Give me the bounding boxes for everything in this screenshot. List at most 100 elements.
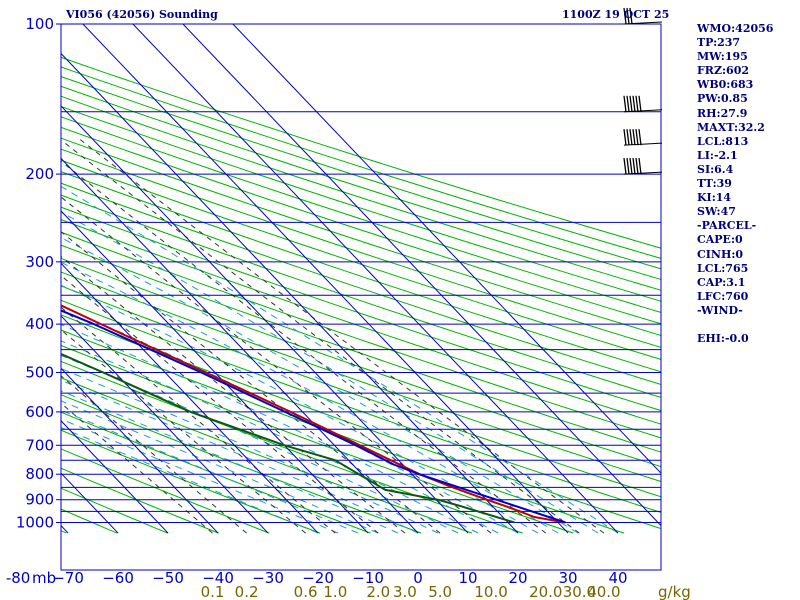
dry-adiabat: [61, 257, 661, 468]
moist-adiabat: [61, 323, 499, 534]
wind-barb-feather: [629, 95, 633, 112]
dry-adiabat: [61, 394, 422, 534]
pressure-tick-label: 900: [25, 491, 54, 509]
mixing-ratio-label: 20.0: [529, 583, 562, 600]
dewpoint-profile: [61, 352, 515, 524]
mixing-ratio-line: [61, 196, 492, 534]
index-line: PW:0.85: [697, 92, 748, 106]
pressure-tick-label: 400: [25, 315, 54, 333]
mixing-ratio-line: [61, 375, 247, 534]
wind-barb-feather: [626, 95, 630, 112]
index-line: EHI:-0.0: [697, 332, 749, 346]
wind-barb-feather: [632, 157, 636, 175]
wind-barb-feather: [638, 157, 642, 175]
index-line: SI:6.4: [697, 162, 734, 176]
temperature-tick-label: 20: [509, 569, 528, 587]
mixing-ratio-label: 10.0: [474, 583, 507, 600]
temperature-tick-label: −10: [352, 569, 384, 587]
index-line: TP:237: [697, 36, 741, 50]
dry-adiabat: [61, 244, 661, 453]
moist-adiabat: [61, 418, 339, 534]
pressure-tick-label: 200: [25, 165, 54, 183]
index-line: KI:14: [697, 191, 732, 205]
index-line: LFC:760: [697, 289, 749, 303]
temperature-tick-label: 10: [459, 569, 478, 587]
dry-adiabat: [61, 231, 661, 439]
dry-adiabat: [61, 467, 219, 534]
mixing-ratio-line: [61, 160, 547, 534]
dry-adiabat: [61, 171, 661, 373]
wind-barb-feather: [623, 129, 627, 146]
wind-barb-feather: [635, 129, 639, 146]
mixing-ratio-line: [61, 306, 336, 534]
parcel-profile: [61, 309, 566, 524]
wind-barb-feather: [629, 157, 633, 175]
wind-barb-feather: [629, 7, 633, 25]
moist-adiabat: [61, 367, 439, 534]
dry-adiabat: [61, 159, 661, 360]
wind-barb-feather: [632, 95, 636, 112]
isotherm: [61, 52, 519, 534]
mixing-ratio-label: 2.0: [366, 583, 390, 600]
mixing-ratio-line: [61, 255, 406, 534]
index-line: RH:27.9: [697, 106, 748, 120]
pressure-tick-label: 700: [25, 436, 54, 454]
mixing-ratio-label: 3.0: [393, 583, 417, 600]
isotherm: [61, 105, 469, 534]
wind-barb-feather: [626, 157, 630, 175]
wind-barb-feather: [623, 157, 627, 175]
index-line: -WIND-: [697, 303, 743, 317]
pressure-tick-label: 600: [25, 403, 54, 421]
isotherm: [61, 157, 419, 534]
wind-barb-feather: [623, 7, 627, 25]
index-line: LCL:765: [697, 261, 749, 275]
mixing-ratio-label: 0.2: [235, 583, 259, 600]
dry-adiabat: [61, 448, 270, 534]
index-line: WMO:42056: [697, 22, 774, 35]
temperature-tick-label: −20: [302, 569, 334, 587]
dry-adiabat: [61, 194, 661, 398]
dry-adiabat: [61, 126, 661, 325]
temperature-tick-label: −60: [102, 569, 134, 587]
mixing-ratio-label: 0.6: [294, 583, 318, 600]
wind-barb-staff: [623, 21, 663, 25]
index-line: MAXT:32.2: [697, 120, 765, 134]
index-line: [697, 318, 800, 332]
moist-adiabat: [61, 427, 319, 534]
dry-adiabat: [61, 137, 661, 337]
dry-adiabat: [61, 429, 321, 534]
moist-adiabat: [61, 340, 479, 534]
temperature-tick-label: −40: [202, 569, 234, 587]
moist-adiabat: [61, 284, 539, 534]
dry-adiabat: [61, 105, 661, 302]
mixing-ratio-line: [61, 402, 213, 534]
pressure-tick-label: 500: [25, 363, 54, 381]
dry-adiabat: [61, 85, 661, 281]
pressure-axis-unit: mb: [32, 569, 56, 587]
wind-barb-feather: [629, 129, 633, 146]
dry-adiabat: [61, 116, 661, 313]
mixing-ratio-label: 1.0: [323, 583, 347, 600]
wind-barb-feather: [635, 157, 639, 175]
plot-frame: [60, 23, 662, 571]
temperature-tick-label: 30: [559, 569, 578, 587]
index-line: MW:195: [697, 50, 748, 64]
moist-adiabat: [61, 354, 459, 534]
moist-adiabat: [61, 261, 559, 534]
temperature-tick-label: −70: [52, 569, 84, 587]
wind-barb-feather: [632, 129, 636, 146]
wind-barb: [623, 7, 663, 25]
mixing-ratio-label: 40.0: [587, 583, 620, 600]
dry-adiabat: [61, 285, 661, 498]
dry-adiabat: [61, 377, 473, 534]
isotherm: [61, 367, 219, 534]
dry-adiabat: [61, 56, 661, 249]
wind-barb-staff: [623, 171, 663, 175]
mixing-ratio-line: [61, 139, 580, 534]
index-line: FRZ:602: [697, 64, 750, 78]
temperature-profile: [61, 304, 566, 524]
wind-barb-feather: [626, 129, 630, 146]
isotherm: [61, 210, 369, 534]
